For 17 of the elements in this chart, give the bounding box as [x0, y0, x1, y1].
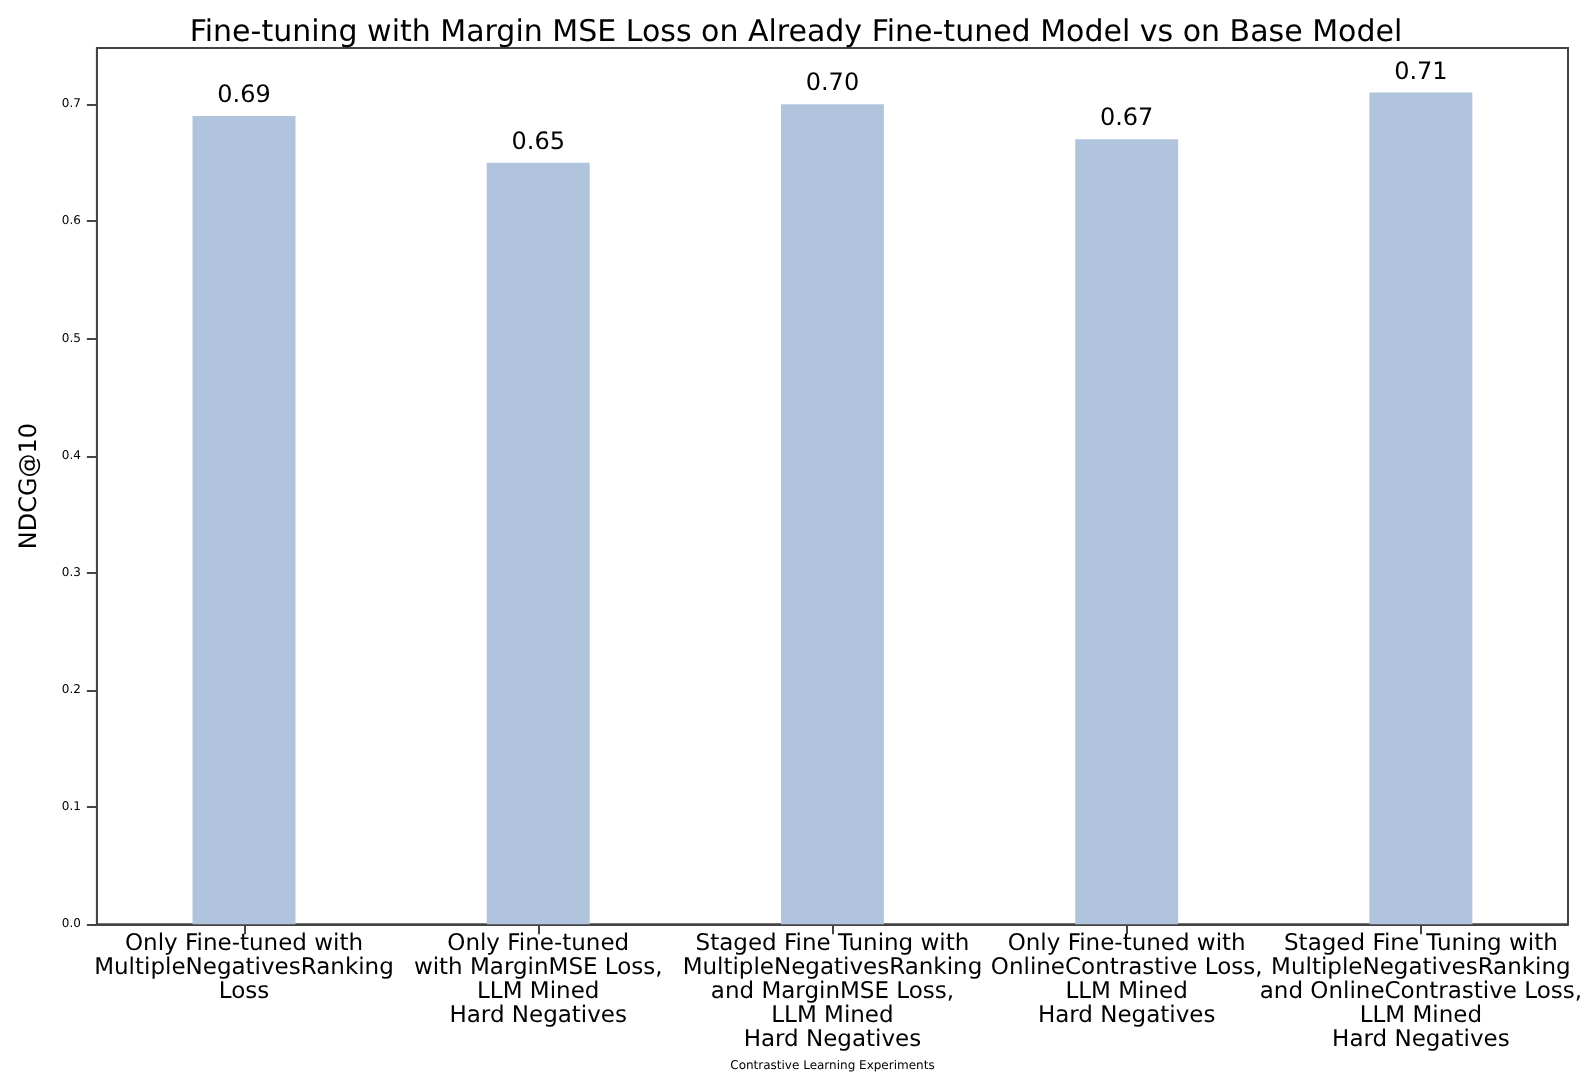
x-tick-label: Only Fine-tuned with OnlineContrastive Loss, LLM Mined Hard Negatives — [990, 928, 1263, 1029]
bar — [1369, 92, 1473, 925]
data-label: 0.69 — [217, 79, 271, 108]
y-axis-title: NDCG@10 — [14, 422, 42, 550]
data-label: 0.70 — [805, 68, 860, 97]
bar — [780, 104, 884, 925]
data-label: 0.71 — [1394, 56, 1448, 85]
x-tick-label: Staged Fine Tuning with MultipleNegativesRanking and OnlineContrastive Loss, LLM Mined Hard Negatives — [1259, 928, 1583, 1053]
bar — [486, 162, 590, 925]
x-tick-label: Only Fine-tuned with MultipleNegativesRanking Loss — [94, 928, 394, 1005]
data-label: 0.65 — [511, 126, 565, 155]
bar — [192, 115, 296, 925]
bar — [1075, 139, 1179, 925]
chart-title: Fine-tuning with Margin MSE Loss on Already Fine-tuned Model vs on Base Model — [189, 13, 1403, 49]
x-tick-label: Only Fine-tuned with MarginMSE Loss, LLM Mined Hard Negatives — [413, 928, 663, 1029]
x-tick-label: Staged Fine Tuning with MultipleNegativesRanking and MarginMSE Loss, LLM Mined Hard Negatives — [682, 928, 983, 1053]
data-label: 0.67 — [1099, 103, 1154, 132]
